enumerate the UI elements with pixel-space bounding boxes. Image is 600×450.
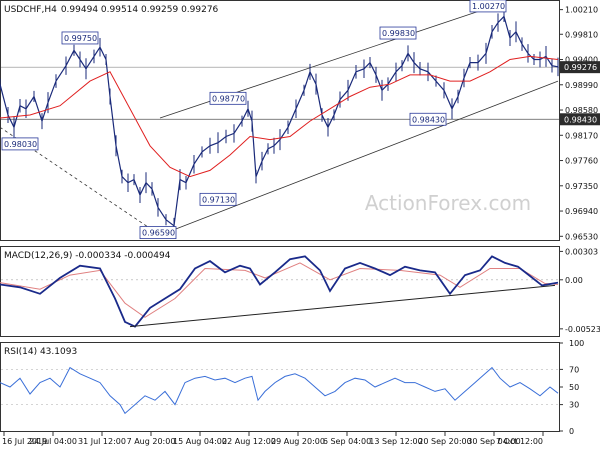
price-annotation-label: 0.99750 xyxy=(64,34,97,43)
rsi-tick-label: 0 xyxy=(569,427,574,436)
price-tick-label: 0.98990 xyxy=(565,81,598,90)
price-tick-label: 1.00210 xyxy=(565,6,598,15)
price-annotation-label: 0.98770 xyxy=(212,94,245,103)
current-price-box xyxy=(560,61,600,74)
ohlc-values: 0.99494 0.99514 0.99259 0.99276 xyxy=(61,5,219,15)
rsi-panel-frame xyxy=(0,342,560,432)
price-tick-label: 0.99400 xyxy=(565,56,598,65)
macd-title: MACD(12,26,9) -0.000334 -0.000494 xyxy=(4,251,171,261)
time-tick-label: 31 Jul 12:00 xyxy=(78,437,126,446)
price-tick-label: 0.96530 xyxy=(565,232,598,241)
price-annotation-box xyxy=(199,192,237,206)
moving-average xyxy=(0,55,559,178)
price-tick-label: 0.98170 xyxy=(565,131,598,140)
time-tick-label: 13 Sep 12:00 xyxy=(369,437,422,446)
time-tick-label: 6 Sep 04:00 xyxy=(323,437,371,446)
time-tick-label: 30 Sep 04:00 xyxy=(467,437,520,446)
price-tick-label: 0.97760 xyxy=(565,157,598,166)
macd-axis-ticks: 0.00303 0.00 -0.005236 xyxy=(559,247,600,334)
price-annotation-label: 0.96590 xyxy=(142,229,175,238)
rsi-tick-label: 70 xyxy=(569,365,579,374)
price-annotation-label: 0.97130 xyxy=(202,195,235,204)
time-tick-label: 7 Oct 12:00 xyxy=(496,437,543,446)
price-tick-label: 0.97350 xyxy=(565,182,598,191)
rsi-tick-label: 30 xyxy=(569,401,579,410)
macd-tick-label: 0.00303 xyxy=(565,247,598,256)
rsi-tick-label: 100 xyxy=(569,339,584,348)
rsi-tick-label: 50 xyxy=(569,383,579,392)
time-tick-label: 15 Aug 04:00 xyxy=(173,437,227,446)
time-tick-label: 20 Sep 20:00 xyxy=(418,437,471,446)
macd-main-line xyxy=(0,255,559,328)
time-tick-label: 7 Aug 20:00 xyxy=(127,437,176,446)
price-tick-label: 0.99810 xyxy=(565,30,598,39)
rsi-axis-ticks: 100 70 50 30 0 xyxy=(559,339,584,436)
macd-panel-frame xyxy=(0,246,560,337)
support-level-box xyxy=(560,113,600,126)
time-tick-label: 24 Jul 04:00 xyxy=(29,437,77,446)
macd-lines xyxy=(0,255,559,328)
price-annotations: 0.99276 0.98430 0.98030 0.99750 0.98770 0.971… xyxy=(1,0,600,240)
current-price-label: 0.99276 xyxy=(564,63,597,72)
channel-line xyxy=(159,80,559,236)
price-annotation-box xyxy=(139,226,177,240)
price-tick-label: 0.96940 xyxy=(565,207,598,216)
macd-tick-label: 0.00 xyxy=(565,276,583,285)
price-annotation-box xyxy=(1,137,39,151)
price-annotation-box xyxy=(209,91,247,105)
price-annotation-box xyxy=(409,112,447,126)
price-annotation-label: 0.98030 xyxy=(4,140,37,149)
price-annotation-box xyxy=(379,26,417,40)
price-annotation-box xyxy=(61,31,99,45)
time-tick-label: 22 Aug 12:00 xyxy=(222,437,276,446)
macd-tick-label: -0.005236 xyxy=(565,325,600,334)
rsi-line xyxy=(0,366,559,415)
macd-trendline xyxy=(129,284,556,328)
price-axis-ticks: 1.00210 0.99810 0.99400 0.98990 0.98580 0.981… xyxy=(559,6,598,241)
price-annotation-label: 0.99830 xyxy=(382,29,415,38)
support-level-label: 0.98430 xyxy=(564,115,597,124)
price-tick-label: 0.98580 xyxy=(565,106,598,115)
price-annotation-label: 1.00270 xyxy=(472,2,505,11)
price-title: USDCHF,H4 xyxy=(4,5,57,15)
price-annotation-label: 0.98430 xyxy=(412,115,445,124)
time-tick-label: 16 Jul 2019 xyxy=(2,437,47,446)
price-annotation-box xyxy=(469,0,507,13)
rsi-title: RSI(14) 43.1093 xyxy=(4,347,77,357)
watermark: ActionForex.com xyxy=(365,191,531,215)
rsi-lines xyxy=(0,366,559,415)
time-tick-label: 29 Aug 20:00 xyxy=(271,437,325,446)
